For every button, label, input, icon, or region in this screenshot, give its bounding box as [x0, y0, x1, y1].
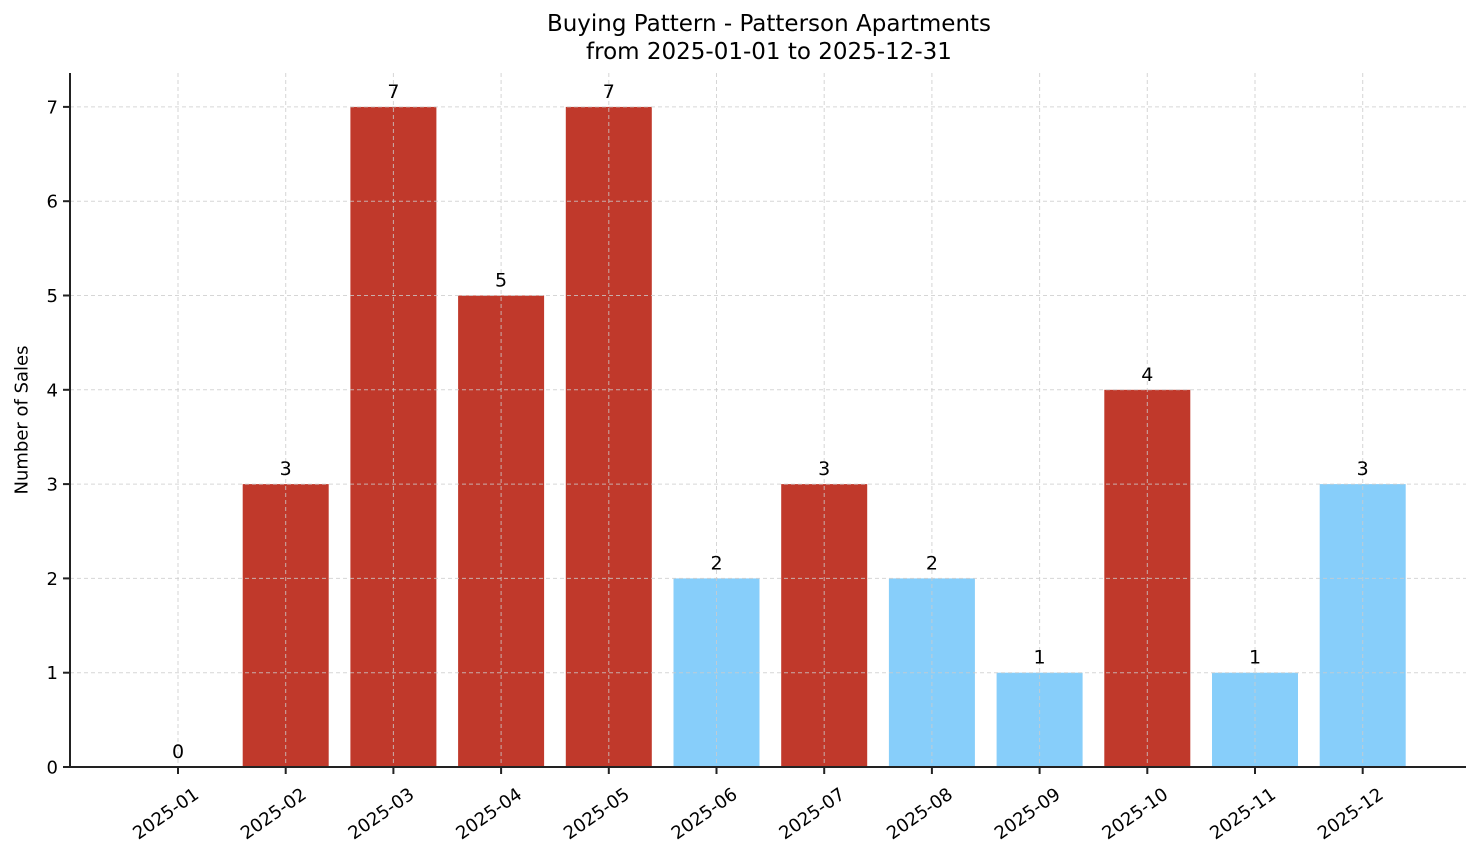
- y-tick-label: 0: [47, 758, 58, 779]
- x-tick-label: 2025-02: [237, 784, 311, 844]
- x-tick-label: 2025-11: [1206, 784, 1280, 844]
- x-tick-label: 2025-03: [345, 784, 419, 844]
- data-label: 5: [495, 270, 507, 292]
- chart-title-main: Buying Pattern - Patterson Apartments: [546, 11, 992, 37]
- bar: [565, 106, 652, 767]
- chart-subtitle: from 2025-01-01 to 2025-12-31: [586, 39, 952, 65]
- data-label: 2: [710, 552, 722, 574]
- data-label: 3: [280, 458, 292, 480]
- data-label: 7: [603, 81, 615, 103]
- y-tick-label: 2: [47, 569, 58, 590]
- data-label: 4: [1141, 364, 1153, 386]
- x-tick-label: 2025-12: [1314, 784, 1388, 844]
- x-tick-label: 2025-07: [775, 784, 849, 844]
- data-label: 1: [1249, 647, 1261, 669]
- y-tick-label: 5: [47, 286, 58, 307]
- y-tick-label: 6: [47, 192, 58, 213]
- data-label: 3: [1357, 458, 1369, 480]
- x-tick-label: 2025-10: [1099, 784, 1173, 844]
- data-label: 0: [172, 741, 184, 763]
- x-tick-label: 2025-01: [129, 784, 203, 844]
- chart-title: Buying Pattern - Patterson Apartments fr…: [0, 10, 1481, 66]
- y-tick-label: 1: [47, 663, 58, 684]
- x-tick-label: 2025-08: [883, 784, 957, 844]
- y-tick-label: 4: [47, 380, 58, 401]
- y-tick-label: 7: [47, 97, 58, 118]
- data-label: 3: [818, 458, 830, 480]
- data-label: 1: [1034, 647, 1046, 669]
- x-tick-label: 2025-05: [560, 784, 634, 844]
- y-tick-label: 3: [47, 475, 58, 496]
- x-tick-label: 2025-09: [991, 784, 1065, 844]
- data-label: 2: [926, 552, 938, 574]
- bar: [350, 106, 437, 767]
- data-label: 7: [387, 81, 399, 103]
- x-tick-label: 2025-06: [668, 784, 742, 844]
- x-tick-label: 2025-04: [452, 784, 526, 844]
